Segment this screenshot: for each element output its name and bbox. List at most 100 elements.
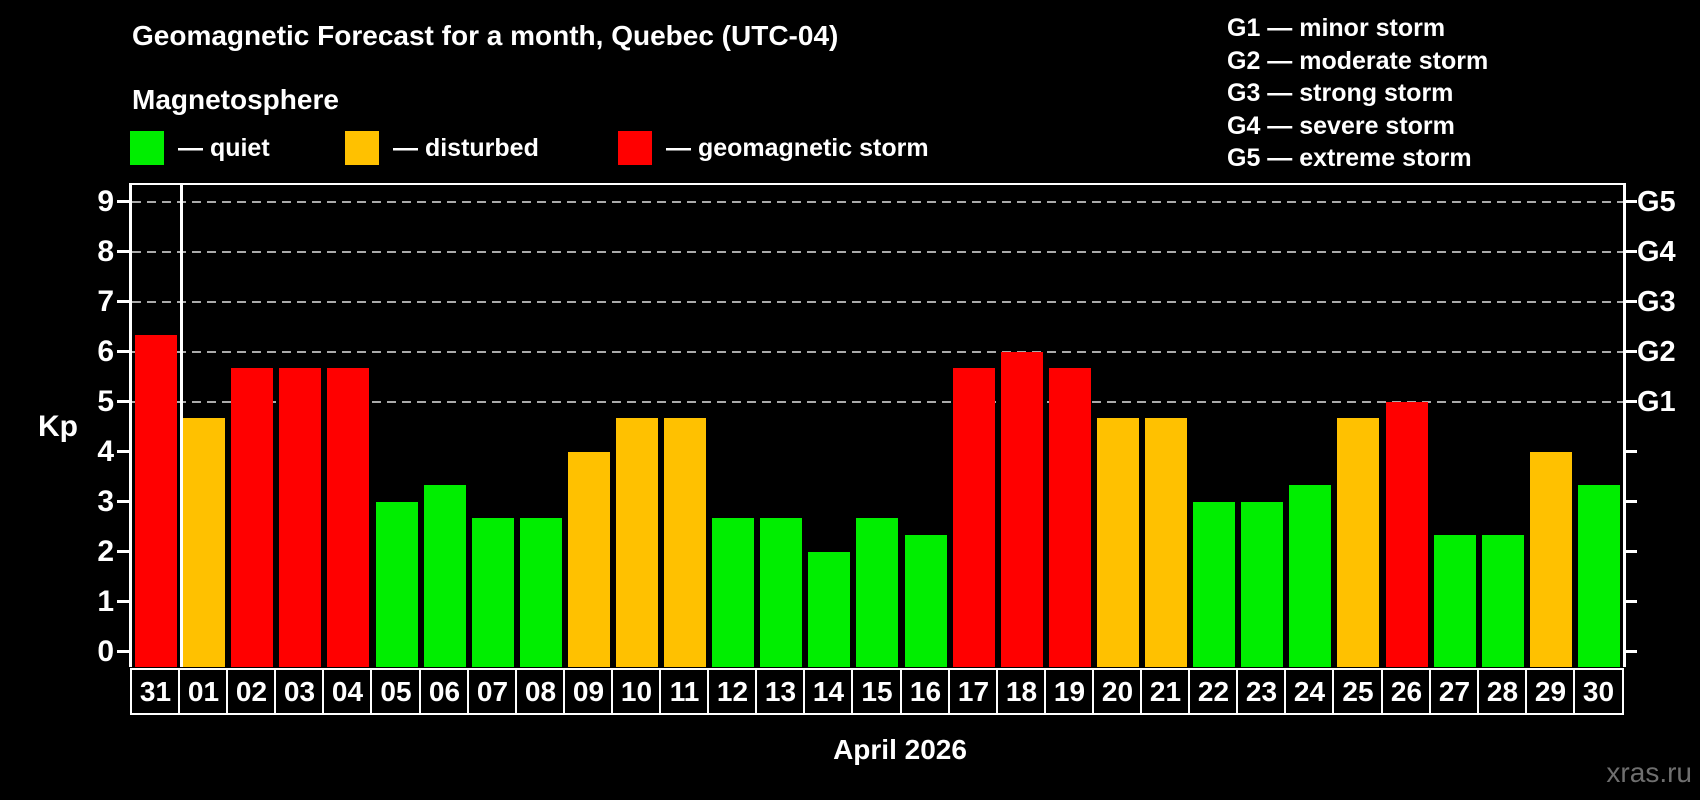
day-label-29: 29 <box>1525 668 1576 715</box>
gridline-kp-7 <box>132 300 1623 303</box>
day-label-10: 10 <box>611 668 662 715</box>
bar-day-02 <box>231 368 273 667</box>
day-label-12: 12 <box>707 668 758 715</box>
bar-day-11 <box>664 418 706 667</box>
day-label-07: 07 <box>467 668 518 715</box>
day-label-21: 21 <box>1140 668 1191 715</box>
y-tick-label-2: 2 <box>97 534 114 568</box>
gridline-kp-6 <box>132 350 1623 353</box>
legend-label-disturbed: — disturbed <box>393 133 539 162</box>
g-level-label-G3: G3 <box>1637 285 1676 318</box>
bar-day-23 <box>1241 501 1283 667</box>
bar-day-16 <box>905 535 947 667</box>
left-tick-2 <box>117 550 129 554</box>
watermark: xras.ru <box>1606 757 1692 788</box>
left-tick-1 <box>117 600 129 604</box>
day-label-26: 26 <box>1381 668 1432 715</box>
bar-day-30 <box>1578 485 1620 667</box>
g-level-label-G4: G4 <box>1637 235 1676 268</box>
bar-day-20 <box>1097 418 1139 667</box>
left-tick-9 <box>117 200 129 204</box>
bar-day-18 <box>1001 351 1043 667</box>
bar-day-27 <box>1434 535 1476 667</box>
day-label-22: 22 <box>1188 668 1239 715</box>
left-tick-4 <box>117 450 129 454</box>
bar-day-19 <box>1049 368 1091 667</box>
g-scale-line-2: G2 — moderate storm <box>1227 46 1489 75</box>
g-level-label-G1: G1 <box>1637 385 1676 418</box>
g-level-label-G5: G5 <box>1637 185 1676 218</box>
legend-item-disturbed: — disturbed <box>345 129 539 167</box>
day-label-01: 01 <box>178 668 229 715</box>
right-tick-9 <box>1625 200 1637 204</box>
day-label-30: 30 <box>1573 668 1624 715</box>
plot-area <box>129 183 1626 667</box>
y-tick-label-4: 4 <box>97 434 114 468</box>
y-tick-label-0: 0 <box>97 634 114 668</box>
left-tick-8 <box>117 250 129 254</box>
bar-day-06 <box>424 485 466 667</box>
right-tick-5 <box>1625 400 1637 404</box>
y-tick-label-7: 7 <box>97 284 114 318</box>
y-tick-label-5: 5 <box>97 384 114 418</box>
y-tick-label-3: 3 <box>97 484 114 518</box>
day-label-28: 28 <box>1477 668 1528 715</box>
left-tick-6 <box>117 350 129 354</box>
day-label-04: 04 <box>322 668 373 715</box>
legend-label-quiet: — quiet <box>178 133 270 162</box>
right-tick-0 <box>1625 650 1637 653</box>
g-scale-line-3: G3 — strong storm <box>1227 79 1454 107</box>
g-scale-line-4: G4 — severe storm <box>1227 111 1455 140</box>
day-label-11: 11 <box>659 668 710 715</box>
g-scale-line-5: G5 — extreme storm <box>1227 144 1472 172</box>
bar-day-21 <box>1145 418 1187 667</box>
day-label-14: 14 <box>803 668 854 715</box>
day-label-19: 19 <box>1044 668 1095 715</box>
disturbed-swatch <box>345 131 379 165</box>
bar-day-04 <box>327 368 369 667</box>
legend-label-storm: — geomagnetic storm <box>666 133 929 162</box>
left-tick-7 <box>117 300 129 304</box>
y-axis-label: Kp <box>38 410 78 443</box>
y-tick-label-8: 8 <box>97 234 114 268</box>
right-tick-2 <box>1625 550 1637 554</box>
y-tick-label-6: 6 <box>97 334 114 368</box>
gridline-kp-5 <box>132 400 1623 403</box>
legend-item-storm: — geomagnetic storm <box>618 129 929 167</box>
bar-day-13 <box>760 518 802 667</box>
bar-day-26 <box>1386 401 1428 667</box>
day-label-25: 25 <box>1332 668 1384 715</box>
day-label-23: 23 <box>1236 668 1287 715</box>
quiet-swatch <box>130 131 164 165</box>
chart-title: Geomagnetic Forecast for a month, Quebec… <box>132 20 839 51</box>
day-label-03: 03 <box>274 668 325 715</box>
bar-day-17 <box>953 368 995 667</box>
bar-day-22 <box>1193 501 1235 667</box>
bar-day-24 <box>1289 485 1331 667</box>
y-tick-label-1: 1 <box>97 584 114 618</box>
day-label-05: 05 <box>370 668 422 715</box>
x-axis-day-labels: 31 01 02 03 04 05 06 07 08 09 10 11 12 13 14 15 16 17 18 19… <box>130 668 1627 715</box>
magnetosphere-label: Magnetosphere <box>132 84 339 115</box>
right-tick-6 <box>1625 350 1637 354</box>
day-label-18: 18 <box>996 668 1047 715</box>
gridline-kp-8 <box>132 250 1623 253</box>
bar-day-03 <box>279 368 321 667</box>
left-tick-5 <box>117 400 129 404</box>
left-tick-3 <box>117 500 129 504</box>
legend-item-quiet: — quiet <box>130 129 270 167</box>
day-label-24: 24 <box>1284 668 1335 715</box>
left-tick-0 <box>117 650 129 653</box>
bar-day-25 <box>1337 418 1379 667</box>
bar-day-12 <box>712 518 754 667</box>
gridline-kp-9 <box>132 200 1623 203</box>
right-tick-4 <box>1625 450 1637 454</box>
day-label-09: 09 <box>563 668 614 715</box>
bar-day-07 <box>472 518 514 667</box>
bar-day-28 <box>1482 535 1524 667</box>
bar-day-15 <box>856 518 898 667</box>
g-level-label-G2: G2 <box>1637 335 1676 368</box>
storm-swatch <box>618 131 652 165</box>
y-tick-label-9: 9 <box>97 184 114 218</box>
